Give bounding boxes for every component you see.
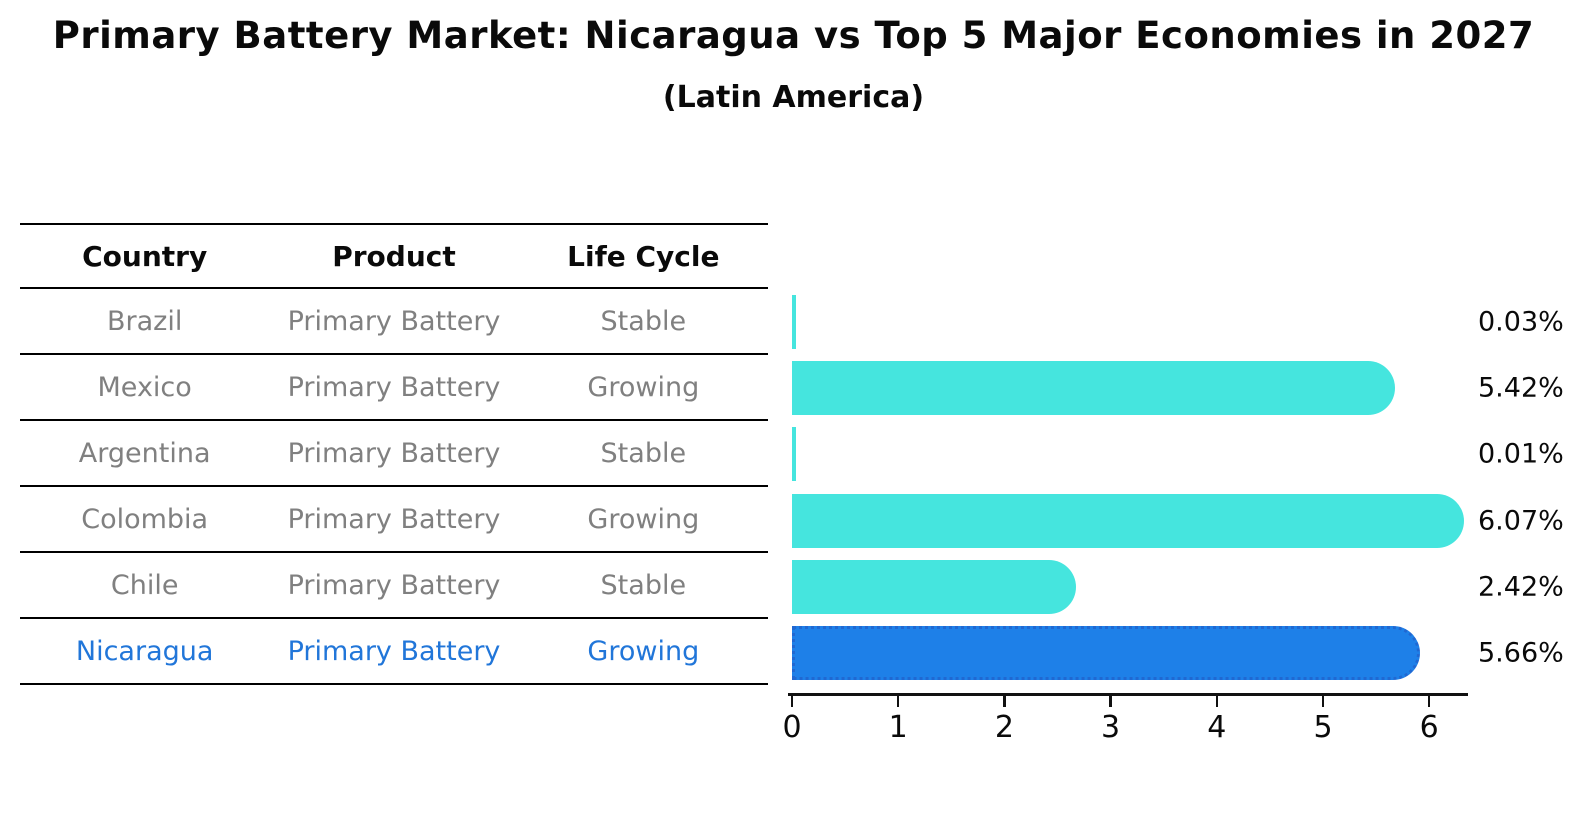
cell-country: Chile xyxy=(110,569,179,601)
page-subtitle: (Latin America) xyxy=(662,80,925,115)
x-tick xyxy=(1109,696,1112,707)
cell-product: Primary Battery xyxy=(287,503,501,535)
bar-chile xyxy=(792,559,1076,614)
cell-life-cycle: Stable xyxy=(600,437,687,469)
table-row: Argentina Primary Battery Stable xyxy=(20,421,768,487)
cell-country: Argentina xyxy=(78,437,211,469)
cell-life-cycle: Stable xyxy=(600,569,687,601)
bar-mexico xyxy=(792,361,1395,416)
cell-product: Primary Battery xyxy=(287,635,501,667)
bar-nicaragua xyxy=(792,626,1421,680)
cell-life-cycle: Stable xyxy=(600,305,687,337)
cell-country: Brazil xyxy=(106,305,183,337)
table-row: Chile Primary Battery Stable xyxy=(20,553,768,619)
table-row: Nicaragua Primary Battery Growing xyxy=(20,619,768,685)
table-row: Brazil Primary Battery Stable xyxy=(20,289,768,355)
bar-value-label: 0.01% xyxy=(1478,438,1564,470)
x-tick-label: 5 xyxy=(1313,710,1333,745)
bar-value-label: 5.66% xyxy=(1478,637,1564,669)
x-tick xyxy=(1427,696,1431,707)
x-tick xyxy=(1215,696,1219,707)
table-header-row: Country Product Life Cycle xyxy=(20,223,768,289)
bar-value-label: 5.42% xyxy=(1478,372,1564,404)
x-tick-label: 3 xyxy=(1101,710,1121,745)
x-tick xyxy=(1321,696,1325,707)
x-tick xyxy=(896,696,900,707)
header-life-cycle: Life Cycle xyxy=(567,239,720,273)
page-title: Primary Battery Market: Nicaragua vs Top… xyxy=(52,14,1535,57)
cell-country: Colombia xyxy=(81,503,209,535)
cell-product: Primary Battery xyxy=(287,437,501,469)
x-tick-label: 4 xyxy=(1207,710,1227,745)
x-tick xyxy=(790,696,794,707)
cell-product: Primary Battery xyxy=(287,305,501,337)
cell-life-cycle: Growing xyxy=(587,371,700,403)
bar-value-label: 0.03% xyxy=(1478,306,1564,338)
cell-country: Mexico xyxy=(97,371,192,403)
x-tick-label: 6 xyxy=(1419,710,1439,745)
cell-country: Nicaragua xyxy=(75,635,214,667)
table-row: Colombia Primary Battery Growing xyxy=(20,487,768,553)
cell-life-cycle: Growing xyxy=(587,503,700,535)
data-table: Country Product Life Cycle Brazil Primary… xyxy=(20,223,768,685)
cell-product: Primary Battery xyxy=(287,569,501,601)
x-tick-label: 1 xyxy=(888,710,908,745)
x-tick-label: 2 xyxy=(994,710,1014,745)
bar-colombia xyxy=(792,493,1464,548)
bar-value-label: 2.42% xyxy=(1478,571,1564,603)
bar-argentina xyxy=(792,427,796,482)
x-tick-label: 0 xyxy=(782,710,802,745)
x-tick xyxy=(1003,696,1006,707)
x-axis xyxy=(788,693,1468,696)
table-body: Brazil Primary Battery Stable Mexico Primary… xyxy=(20,289,768,685)
header-product: Product xyxy=(332,239,456,273)
bar-value-label: 6.07% xyxy=(1478,505,1564,537)
table-row: Mexico Primary Battery Growing xyxy=(20,355,768,421)
bar-brazil xyxy=(792,295,796,349)
cell-product: Primary Battery xyxy=(287,371,501,403)
cell-life-cycle: Growing xyxy=(587,635,700,667)
header-country: Country xyxy=(82,239,208,273)
